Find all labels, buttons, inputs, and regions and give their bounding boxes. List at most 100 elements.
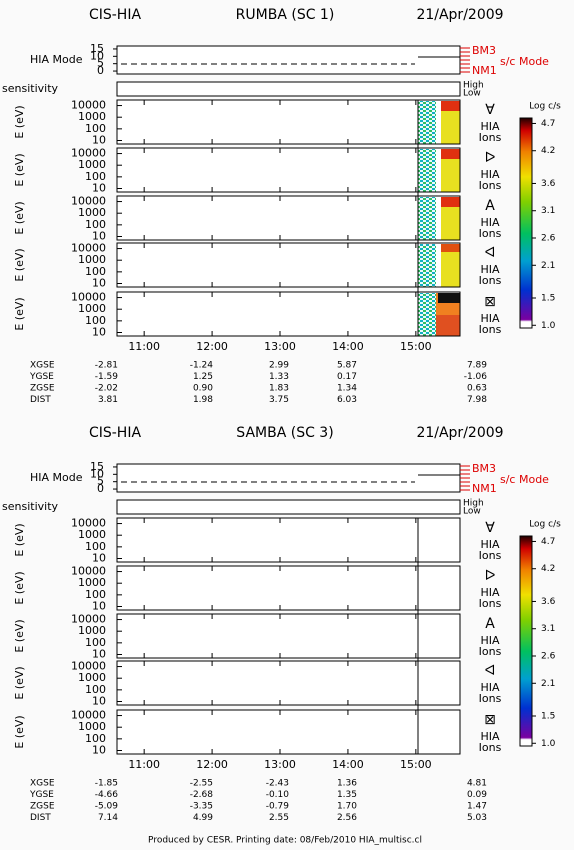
ephemeris-value: -2.68 — [190, 790, 214, 800]
energy-panel — [116, 709, 461, 755]
panel-bg — [117, 614, 460, 658]
y-axis-label: E (eV) — [13, 619, 26, 652]
y-tick-label: 10 — [92, 551, 106, 564]
panel-label: HIA — [480, 730, 500, 743]
ephemeris-value: 3.81 — [98, 395, 118, 405]
y-tick-label: 1000 — [78, 671, 106, 684]
sensitivity-label: sensitivity — [2, 500, 59, 513]
panel-label: HIA — [480, 263, 500, 276]
energy-panel — [116, 242, 461, 288]
spectrogram-fill — [418, 101, 460, 336]
footer: Produced by CESR. Printing date: 08/Feb/… — [148, 836, 422, 846]
y-tick-label: 1000 — [78, 624, 106, 637]
colorbar-tick-label: 1.5 — [541, 294, 555, 304]
colorbar-tick-label: 3.6 — [541, 179, 556, 189]
y-tick-label: 100 — [85, 314, 106, 327]
sensitivity-label: sensitivity — [2, 82, 59, 95]
x-tick-label: 12:00 — [196, 340, 228, 353]
ephemeris-name: DIST — [30, 395, 51, 405]
colorbar-tick-label: 3.1 — [541, 206, 555, 216]
ephemeris-value: 1.70 — [337, 802, 357, 812]
y-tick-label: 10000 — [71, 709, 106, 722]
panel-bg — [117, 243, 460, 287]
panel-label: HIA — [480, 538, 500, 551]
ephemeris-value: 2.99 — [269, 361, 289, 371]
mode-label: HIA Mode — [30, 471, 83, 484]
y-tick-label: 10 — [92, 599, 106, 612]
y-axis-label: E (eV) — [13, 297, 26, 330]
ephemeris-value: 5.03 — [467, 813, 487, 823]
y-tick-label: 1000 — [78, 528, 106, 541]
y-tick-label: 100 — [85, 683, 106, 696]
ephemeris-name: YGSE — [29, 790, 54, 800]
ephemeris-name: XGSE — [30, 779, 55, 789]
y-tick-label: 10 — [92, 276, 106, 289]
panel-symbol: ⊠ — [484, 294, 496, 310]
x-tick-label: 14:00 — [332, 340, 364, 353]
energy-panel — [116, 613, 461, 659]
x-tick-label: 12:00 — [196, 758, 228, 771]
ephemeris-value: 0.09 — [467, 790, 487, 800]
x-tick-label: 11:00 — [128, 758, 160, 771]
panel-label: HIA — [480, 634, 500, 647]
ephemeris-name: XGSE — [30, 361, 55, 371]
instrument: CIS-HIA — [89, 7, 141, 23]
colorbar-tick-label: 2.6 — [541, 652, 556, 662]
chart-title: SAMBA (SC 3) — [236, 425, 333, 441]
ephemeris-value: -1.06 — [464, 372, 488, 382]
ephemeris-value: 6.03 — [337, 395, 357, 405]
y-axis-label: E (eV) — [13, 153, 26, 186]
colorbar — [519, 117, 533, 329]
panel-bg — [117, 710, 460, 754]
mode-panel — [116, 45, 461, 75]
ephemeris-value: -1.85 — [95, 779, 118, 789]
y-axis-label: E (eV) — [13, 248, 26, 281]
colorbar-tick-label: 4.2 — [541, 564, 555, 574]
y-tick-label: 100 — [85, 540, 106, 553]
y-tick-label: 10 — [92, 647, 106, 660]
y-axis-label: E (eV) — [13, 523, 26, 556]
ephemeris-value: 4.99 — [193, 813, 213, 823]
panel-symbol: ᐊ — [485, 245, 496, 261]
energy-panel — [116, 517, 461, 563]
ephemeris-value: 1.83 — [269, 384, 289, 394]
ephemeris-value: 0.17 — [337, 372, 357, 382]
y-tick-label: 1000 — [78, 253, 106, 266]
mode-title: s/c Mode — [500, 473, 549, 486]
y-axis-label: E (eV) — [13, 715, 26, 748]
mode-tick-label: 0 — [97, 64, 104, 77]
y-tick-label: 10000 — [71, 242, 106, 255]
panel-bg — [117, 518, 460, 562]
panel-label: Ions — [479, 179, 502, 192]
panel-symbol: ∀ — [485, 520, 495, 536]
ephemeris-value: 1.47 — [467, 802, 487, 812]
colorbar-tick-label: 3.6 — [541, 597, 556, 607]
sensitivity-panel — [116, 499, 461, 515]
y-tick-label: 10000 — [71, 195, 106, 208]
mode-level: NM1 — [472, 482, 497, 495]
y-axis-label: E (eV) — [13, 201, 26, 234]
ephemeris-value: 3.75 — [269, 395, 289, 405]
panel-bg — [117, 566, 460, 610]
panel-label: HIA — [480, 312, 500, 325]
energy-panel — [116, 660, 461, 706]
panel-symbol: ᐅ — [485, 568, 496, 584]
y-axis-label: E (eV) — [13, 571, 26, 604]
ephemeris-value: -4.66 — [95, 790, 119, 800]
panel-label: Ions — [479, 741, 502, 754]
panel-label: Ions — [479, 645, 502, 658]
panel-bg — [117, 196, 460, 240]
mode-label: HIA Mode — [30, 53, 83, 66]
instrument: CIS-HIA — [89, 425, 141, 441]
panel-label: Ions — [479, 692, 502, 705]
colorbar-tick-label: 1.0 — [541, 321, 556, 331]
mode-tick-label: 10 — [90, 467, 104, 480]
mode-level: NM1 — [472, 64, 497, 77]
date: 21/Apr/2009 — [416, 7, 503, 23]
x-tick-label: 13:00 — [264, 758, 296, 771]
colorbar-title: Log c/s — [529, 520, 561, 530]
panel-label: Ions — [479, 549, 502, 562]
panel-symbol: ᐊ — [485, 663, 496, 679]
y-tick-label: 1000 — [78, 206, 106, 219]
energy-panel — [116, 291, 461, 337]
